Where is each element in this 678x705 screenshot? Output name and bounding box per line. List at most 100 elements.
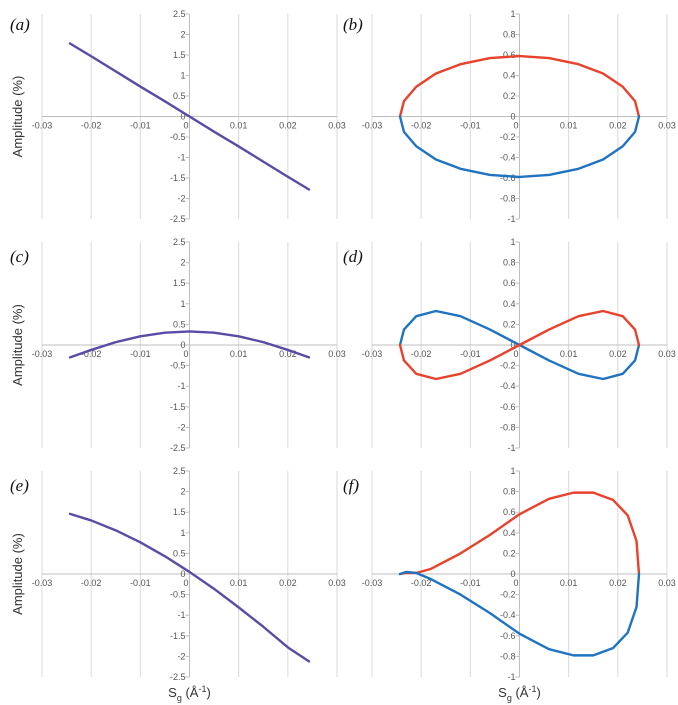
y-tick-label: 0	[180, 569, 185, 579]
y-tick-label: -0.2	[500, 361, 516, 371]
y-tick-label: 1.5	[173, 507, 186, 517]
series-line-purple	[68, 42, 311, 191]
x-tick-label: 0.01	[230, 349, 248, 359]
x-tick-label: 0.01	[560, 121, 578, 131]
y-tick-label: 1	[180, 299, 185, 309]
x-tick-label: 0.02	[609, 121, 627, 131]
x-tick-label: 0.02	[279, 578, 297, 588]
y-tick-label: 0.2	[503, 548, 516, 558]
x-tick-label: -0.01	[130, 578, 151, 588]
y-tick-label: -0.6	[500, 631, 516, 641]
series-line-purple	[68, 330, 311, 359]
series-line-red	[398, 54, 641, 118]
x-tick-label: 0.03	[328, 578, 346, 588]
y-tick-label: 0.5	[173, 319, 186, 329]
y-axis-title: Amplitude (%)	[10, 76, 25, 158]
series-line-blue	[398, 115, 641, 179]
y-tick-label: 0.4	[503, 71, 516, 81]
y-tick-label: -2.5	[170, 214, 186, 224]
y-tick-label: -1	[177, 381, 185, 391]
y-tick-label: 0.8	[503, 258, 516, 268]
y-tick-label: 1	[510, 466, 515, 476]
y-tick-label: 2	[180, 258, 185, 268]
y-tick-label: -1.5	[170, 173, 186, 183]
x-tick-label: -0.02	[411, 578, 432, 588]
x-tick-label: -0.02	[81, 121, 102, 131]
y-tick-label: 0	[510, 569, 515, 579]
panel-label: (a)	[10, 15, 30, 34]
chart-panel: -1-0.8-0.6-0.4-0.200.20.40.60.81-0.03 -0.…	[343, 237, 676, 453]
x-tick-label: -0.01	[460, 578, 481, 588]
x-tick-label: 0.03	[328, 121, 346, 131]
series-line-purple	[68, 512, 311, 663]
x-tick-label: 0	[513, 349, 518, 359]
panel-label: (c)	[10, 247, 29, 266]
chart-panel: -1-0.8-0.6-0.4-0.200.20.40.60.81-0.03 -0.…	[343, 9, 676, 224]
y-tick-label: -1.5	[170, 402, 186, 412]
x-tick-label: 0.02	[609, 349, 627, 359]
y-tick-label: -0.6	[500, 402, 516, 412]
x-tick-label: -0.03	[32, 349, 53, 359]
y-tick-label: 0	[180, 340, 185, 350]
y-tick-label: 2.5	[173, 466, 186, 476]
y-tick-label: -2	[177, 651, 185, 661]
panel-label: (f)	[343, 476, 359, 495]
y-tick-label: -0.2	[500, 590, 516, 600]
y-tick-label: -1	[507, 443, 515, 453]
y-tick-label: 0.2	[503, 319, 516, 329]
x-tick-label: -0.03	[362, 121, 383, 131]
x-tick-label: 0.03	[658, 349, 676, 359]
y-tick-label: -0.2	[500, 132, 516, 142]
x-tick-label: 0	[183, 578, 188, 588]
x-tick-label: 0	[513, 121, 518, 131]
x-axis-title: Sg (Å-1)	[498, 684, 541, 703]
y-axis-title: Amplitude (%)	[10, 533, 25, 615]
y-tick-label: 2	[180, 487, 185, 497]
series-line-blue	[398, 570, 641, 657]
x-tick-label: 0.01	[230, 121, 248, 131]
y-tick-label: 1.5	[173, 50, 186, 60]
chart-panel: -1-0.8-0.6-0.4-0.200.20.40.60.81-0.03 -0.…	[343, 466, 676, 703]
chart-panel: -2.5 -2 -1.5 -1 -0.5 0 0.5 1 1.5 2 2.5 -0.03 -0.02 -0…	[10, 466, 346, 703]
y-tick-label: 0.8	[503, 30, 516, 40]
y-tick-label: 1	[180, 71, 185, 81]
panel-label: (d)	[343, 247, 363, 266]
series-line-red	[398, 491, 641, 576]
y-tick-label: 0.6	[503, 278, 516, 288]
x-tick-label: -0.02	[81, 349, 102, 359]
y-tick-label: -0.6	[500, 173, 516, 183]
y-tick-label: -2.5	[170, 672, 186, 682]
y-tick-label: -0.4	[500, 610, 516, 620]
y-tick-label: -1	[177, 610, 185, 620]
y-tick-label: 0	[510, 112, 515, 122]
panel-label: (b)	[343, 15, 363, 34]
y-tick-label: 1.5	[173, 278, 186, 288]
x-axis-title: Sg (Å-1)	[168, 684, 211, 703]
y-tick-label: -0.8	[500, 194, 516, 204]
y-tick-label: -1.5	[170, 631, 186, 641]
y-axis-title: Amplitude (%)	[10, 304, 25, 386]
y-tick-label: -1	[507, 214, 515, 224]
y-tick-label: 1	[510, 9, 515, 19]
y-tick-label: -0.5	[170, 361, 186, 371]
y-tick-label: -2	[177, 422, 185, 432]
y-tick-label: 2.5	[173, 237, 186, 247]
y-tick-label: -0.5	[170, 590, 186, 600]
series-line-red	[398, 309, 641, 381]
y-tick-label: 0.5	[173, 548, 186, 558]
y-tick-label: -0.5	[170, 132, 186, 142]
x-tick-label: -0.03	[362, 578, 383, 588]
y-tick-label: 0.4	[503, 299, 516, 309]
x-tick-label: -0.03	[32, 121, 53, 131]
x-tick-label: 0.03	[328, 349, 346, 359]
y-tick-label: -1	[177, 153, 185, 163]
x-tick-label: 0	[183, 349, 188, 359]
y-tick-label: 2	[180, 30, 185, 40]
x-tick-label: -0.03	[362, 349, 383, 359]
y-tick-label: -0.4	[500, 381, 516, 391]
y-tick-label: -0.4	[500, 153, 516, 163]
x-tick-label: 0.01	[560, 349, 578, 359]
y-tick-label: -0.8	[500, 651, 516, 661]
y-tick-label: 1	[180, 528, 185, 538]
